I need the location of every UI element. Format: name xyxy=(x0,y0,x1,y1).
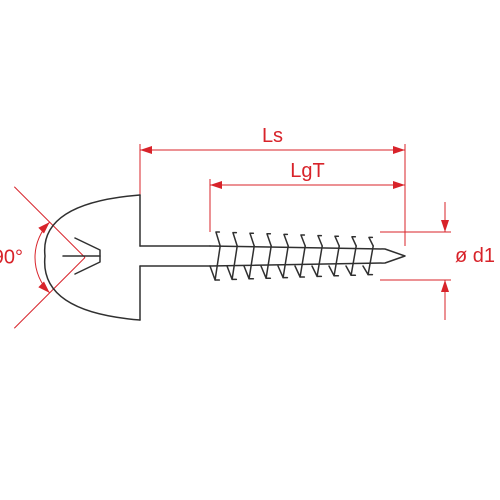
thread-core xyxy=(210,246,405,266)
head-profile xyxy=(45,195,140,320)
thread-crest-top xyxy=(318,236,322,246)
thread-flank xyxy=(244,246,254,279)
thread-crest-top xyxy=(233,233,237,246)
label-ls: Ls xyxy=(262,125,283,147)
screw-outline xyxy=(45,195,405,320)
thread-flank xyxy=(363,246,373,275)
thread-flank xyxy=(210,246,220,280)
label-lgt: LgT xyxy=(290,160,324,182)
thread-flank xyxy=(312,246,322,276)
thread-crest-top xyxy=(335,236,339,246)
thread-flank xyxy=(278,246,288,278)
thread-crest-top xyxy=(250,233,254,246)
thread-flank xyxy=(295,246,305,277)
thread-flank xyxy=(261,246,271,278)
thread-flank xyxy=(346,246,356,275)
thread-crest-top xyxy=(301,235,305,246)
thread-crest-top xyxy=(369,237,373,246)
screw-technical-drawing: 90° Ls LgT ø d1 xyxy=(0,0,500,500)
thread-crest-top xyxy=(284,234,288,246)
angle-arc xyxy=(35,222,50,293)
thread-crest-top xyxy=(352,237,356,246)
thread-flank xyxy=(329,246,339,276)
thread-crest-top xyxy=(267,234,271,246)
thread-flank xyxy=(227,246,237,279)
dimension-lines xyxy=(14,144,451,328)
label-d1: ø d1 xyxy=(455,245,495,267)
label-angle: 90° xyxy=(0,247,23,269)
thread-crest-top xyxy=(216,232,220,246)
